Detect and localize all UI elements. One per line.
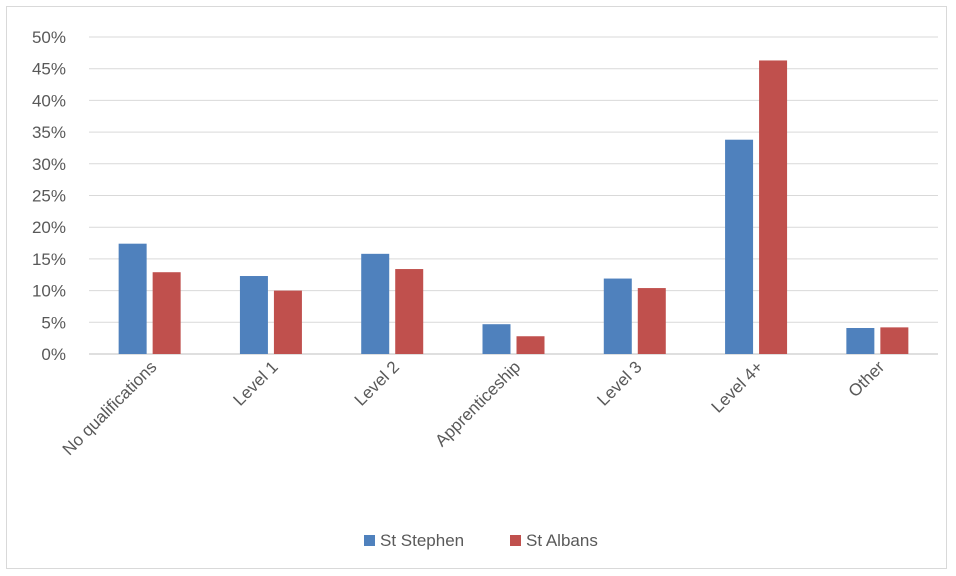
bar-st-albans-5 — [759, 60, 788, 354]
y-tick-label: 30% — [32, 155, 66, 174]
x-axis-category-labels: No qualifications Level 1 Level 2 Apprentic… — [59, 357, 889, 459]
bar-st-stephen-1 — [239, 276, 268, 354]
x-category-label: Level 3 — [593, 357, 645, 409]
x-category-label: Level 4+ — [708, 357, 767, 416]
legend: St Stephen St Albans — [364, 531, 598, 550]
x-category-label: No qualifications — [59, 357, 161, 459]
bar-st-albans-0 — [152, 272, 181, 354]
bar-st-stephen-4 — [603, 278, 632, 354]
y-axis-tick-labels: 0% 5% 10% 15% 20% 25% 30% 35% 40% 45% 50% — [32, 28, 66, 364]
x-category-label: Apprenticeship — [431, 357, 524, 450]
bar-st-albans-4 — [637, 288, 666, 354]
bar-st-albans-6 — [880, 327, 909, 354]
x-category-label: Level 2 — [351, 357, 403, 409]
x-category-label: Level 1 — [230, 357, 282, 409]
bar-st-albans-3 — [516, 336, 545, 354]
y-tick-label: 5% — [41, 313, 66, 332]
bar-st-albans-2 — [395, 269, 424, 354]
bar-st-stephen-2 — [361, 253, 390, 354]
legend-label: St Albans — [526, 531, 598, 550]
y-tick-label: 50% — [32, 28, 66, 47]
y-tick-label: 0% — [41, 345, 66, 364]
y-tick-label: 40% — [32, 91, 66, 110]
y-tick-label: 25% — [32, 187, 66, 206]
bar-st-stephen-6 — [846, 328, 875, 354]
y-tick-label: 15% — [32, 250, 66, 269]
y-tick-label: 45% — [32, 60, 66, 79]
bar-st-stephen-3 — [482, 324, 511, 354]
x-category-label: Other — [845, 357, 889, 401]
y-tick-label: 20% — [32, 218, 66, 237]
y-tick-label: 10% — [32, 282, 66, 301]
bars — [118, 60, 909, 354]
bar-st-stephen-5 — [725, 139, 754, 354]
gridlines — [89, 36, 938, 355]
legend-label: St Stephen — [380, 531, 464, 550]
bar-st-albans-1 — [273, 290, 302, 354]
legend-swatch — [510, 535, 521, 546]
legend-swatch — [364, 535, 375, 546]
bar-st-stephen-0 — [118, 243, 147, 354]
y-tick-label: 35% — [32, 123, 66, 142]
